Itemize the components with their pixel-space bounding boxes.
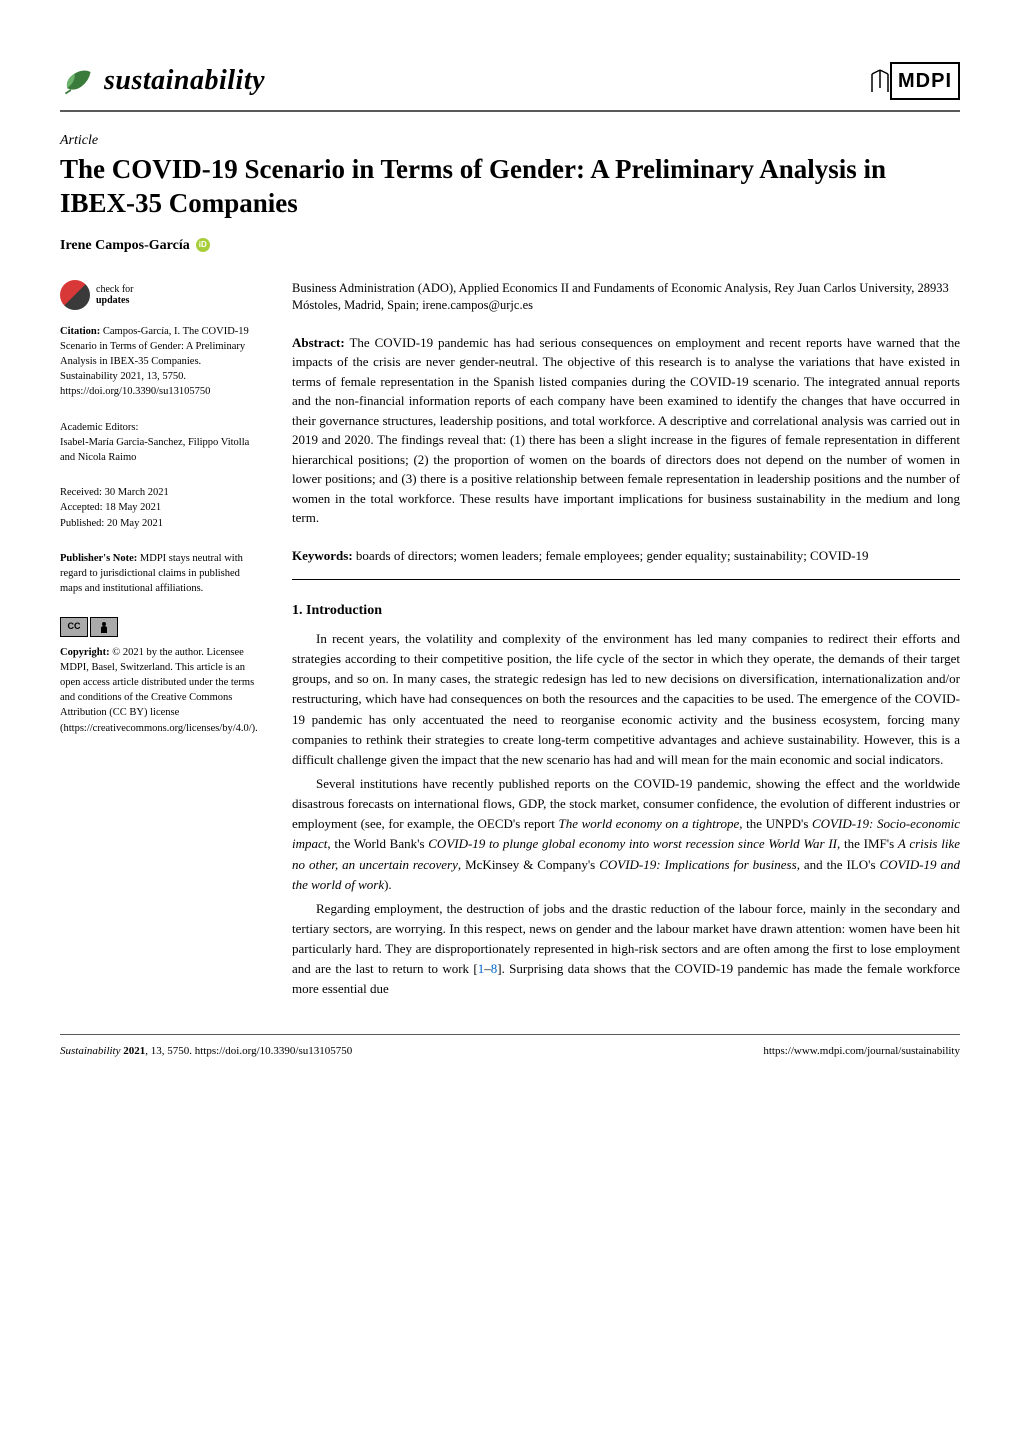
main-column: Business Administration (ADO), Applied E… [292, 280, 960, 1004]
journal-name: sustainability [104, 60, 265, 102]
publisher-logo: MDPI [870, 62, 960, 100]
header: sustainability MDPI [60, 60, 960, 112]
footer-right[interactable]: https://www.mdpi.com/journal/sustainabil… [763, 1043, 960, 1060]
author-name: Irene Campos-García [60, 235, 190, 256]
intro-para-3: Regarding employment, the destruction of… [292, 899, 960, 1000]
editors-block: Academic Editors: Isabel-María Garcia-Sa… [60, 420, 260, 466]
license-block: CC Copyright: © 2021 by the author. Lice… [60, 617, 260, 736]
journal-logo: sustainability [60, 60, 265, 102]
footer-left: Sustainability 2021, 13, 5750. https://d… [60, 1043, 352, 1060]
citation-block: Citation: Campos-García, I. The COVID-19… [60, 324, 260, 400]
keywords: Keywords: boards of directors; women lea… [292, 546, 960, 566]
affiliation: Business Administration (ADO), Applied E… [292, 280, 960, 315]
by-icon [90, 617, 118, 637]
leaf-icon [60, 63, 96, 99]
abstract-label: Abstract: [292, 335, 345, 350]
section-heading: 1. Introduction [292, 600, 960, 621]
editors-names: Isabel-María Garcia-Sanchez, Filippo Vit… [60, 435, 260, 465]
sidebar: check for updates Citation: Campos-Garcí… [60, 280, 260, 756]
published-date: 20 May 2021 [107, 518, 163, 529]
orcid-icon[interactable] [196, 238, 210, 252]
check-updates-label: check for updates [96, 284, 133, 306]
section-divider [292, 579, 960, 580]
editors-label: Academic Editors: [60, 420, 260, 435]
citation-label: Citation: [60, 326, 100, 337]
intro-para-1: In recent years, the volatility and comp… [292, 629, 960, 770]
pubnote-label: Publisher's Note: [60, 553, 137, 564]
abstract-text: The COVID-19 pandemic has had serious co… [292, 335, 960, 526]
abstract: Abstract: The COVID-19 pandemic has had … [292, 333, 960, 528]
received-date: 30 March 2021 [105, 487, 169, 498]
keywords-label: Keywords: [292, 548, 353, 563]
check-updates[interactable]: check for updates [60, 280, 260, 310]
publisher-name: MDPI [890, 62, 960, 100]
author-line: Irene Campos-García [60, 235, 960, 256]
keywords-text: boards of directors; women leaders; fema… [356, 548, 869, 563]
article-type: Article [60, 130, 960, 151]
accepted-label: Accepted: [60, 502, 103, 513]
cc-icon: CC [60, 617, 88, 637]
publisher-note-block: Publisher's Note: MDPI stays neutral wit… [60, 551, 260, 597]
article-title: The COVID-19 Scenario in Terms of Gender… [60, 153, 960, 221]
copyright-text: © 2021 by the author. Licensee MDPI, Bas… [60, 647, 258, 734]
check-updates-icon [60, 280, 90, 310]
accepted-date: 18 May 2021 [105, 502, 161, 513]
dates-block: Received: 30 March 2021 Accepted: 18 May… [60, 485, 260, 531]
published-label: Published: [60, 518, 104, 529]
intro-para-2: Several institutions have recently publi… [292, 774, 960, 895]
mdpi-mark-icon [870, 68, 890, 94]
footer: Sustainability 2021, 13, 5750. https://d… [60, 1034, 960, 1060]
copyright-label: Copyright: [60, 647, 110, 658]
cc-badges[interactable]: CC [60, 617, 260, 637]
journal-link[interactable]: https://www.mdpi.com/journal/sustainabil… [763, 1045, 960, 1057]
received-label: Received: [60, 487, 102, 498]
